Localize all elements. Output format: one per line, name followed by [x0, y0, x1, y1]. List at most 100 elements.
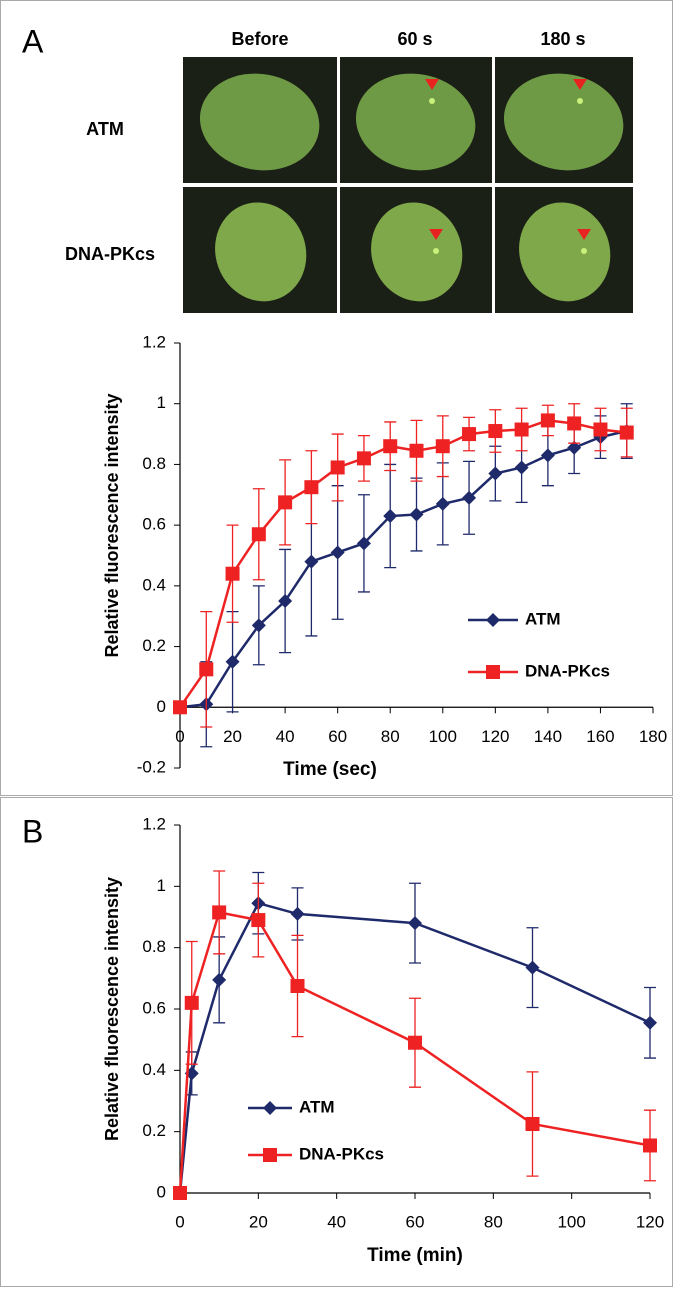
column-label: 60 s [397, 29, 432, 49]
row-label: DNA-PKcs [65, 244, 155, 264]
row-label: ATM [86, 119, 124, 139]
x-tick-label: 20 [249, 1212, 268, 1231]
x-tick-label: 140 [534, 727, 562, 746]
marker [383, 509, 398, 524]
y-tick-label: 0.8 [142, 937, 166, 956]
legend-label: DNA-PKcs [299, 1144, 384, 1163]
arrowhead [573, 79, 587, 90]
x-tick-label: 160 [586, 727, 614, 746]
marker [225, 654, 240, 669]
marker [567, 440, 582, 455]
marker [304, 480, 319, 495]
image-grid: Before 60 s 180 s ATM DNA-PKcs [65, 29, 633, 313]
marker [199, 662, 214, 677]
damage-spot [433, 248, 439, 254]
y-tick-label: 1 [157, 393, 166, 412]
x-axis-title: Time (min) [367, 1245, 463, 1266]
damage-spot [581, 248, 587, 254]
marker [383, 439, 398, 454]
x-tick-label: 60 [406, 1212, 425, 1231]
y-tick-label: 0.2 [142, 636, 166, 655]
y-tick-label: 0.8 [142, 454, 166, 473]
x-tick-label: 20 [223, 727, 242, 746]
y-tick-label: 0.2 [142, 1121, 166, 1140]
marker [619, 425, 634, 440]
series-line [178, 901, 651, 1194]
x-tick-label: 0 [175, 1212, 184, 1231]
nucleus [519, 202, 611, 302]
x-tick-label: 120 [481, 727, 509, 746]
marker [251, 527, 266, 542]
x-tick-label: 120 [636, 1212, 664, 1231]
marker [488, 466, 503, 481]
y-tick-label: -0.2 [137, 757, 166, 776]
marker [330, 545, 345, 560]
nucleus [215, 202, 307, 302]
marker [212, 905, 227, 920]
x-tick-label: 100 [557, 1212, 585, 1231]
y-tick-label: 0.4 [142, 1060, 166, 1079]
legend-marker [486, 613, 500, 627]
column-label: 180 s [540, 29, 585, 49]
nucleus [355, 73, 476, 171]
marker [643, 1138, 657, 1153]
damage-spot [429, 98, 435, 104]
x-tick-label: 100 [429, 727, 457, 746]
marker [567, 416, 582, 431]
marker [514, 460, 529, 475]
marker [184, 995, 199, 1010]
x-tick-label: 80 [484, 1212, 503, 1231]
damage-spot [577, 98, 583, 104]
marker [643, 1015, 657, 1030]
y-tick-label: 0.4 [142, 575, 166, 594]
marker [488, 424, 503, 439]
y-tick-label: 1.2 [142, 332, 166, 351]
marker [540, 413, 555, 428]
marker [173, 700, 187, 715]
marker [525, 960, 540, 975]
x-tick-label: 80 [381, 727, 400, 746]
x-tick-label: 0 [175, 727, 184, 746]
x-axis-title: Time (sec) [283, 759, 377, 780]
marker [356, 536, 371, 551]
marker [593, 422, 608, 437]
marker [225, 566, 240, 581]
marker [304, 554, 319, 569]
marker [212, 972, 227, 987]
x-tick-label: 40 [327, 1212, 346, 1231]
marker [251, 913, 266, 928]
column-label: Before [231, 29, 288, 49]
marker [409, 507, 424, 522]
y-tick-label: 0.6 [142, 998, 166, 1017]
marker [278, 594, 293, 609]
marker [408, 1035, 422, 1050]
marker [540, 448, 555, 463]
marker [409, 443, 424, 458]
marker [290, 906, 305, 921]
marker [290, 979, 305, 993]
x-tick-label: 40 [276, 727, 295, 746]
nucleus [503, 73, 624, 171]
marker [408, 916, 422, 931]
y-axis-title: Relative fluorescence intensity [102, 393, 122, 657]
marker [251, 618, 266, 633]
nucleus [371, 202, 463, 302]
y-axis-title: Relative fluorescence intensity [102, 877, 122, 1141]
y-tick-label: 0 [157, 697, 166, 716]
panel-label: A [22, 23, 44, 59]
series-line [178, 910, 651, 1194]
marker [435, 439, 450, 454]
legend-label: ATM [525, 609, 561, 628]
arrowhead [425, 79, 439, 90]
x-tick-label: 60 [328, 727, 347, 746]
marker [462, 427, 477, 442]
x-tick-label: 180 [639, 727, 667, 746]
marker [173, 1186, 187, 1200]
arrowhead [577, 229, 591, 240]
marker [514, 422, 529, 437]
arrowhead [429, 229, 443, 240]
legend-marker [263, 1148, 277, 1162]
y-tick-label: 0 [157, 1182, 166, 1201]
marker [356, 451, 371, 466]
